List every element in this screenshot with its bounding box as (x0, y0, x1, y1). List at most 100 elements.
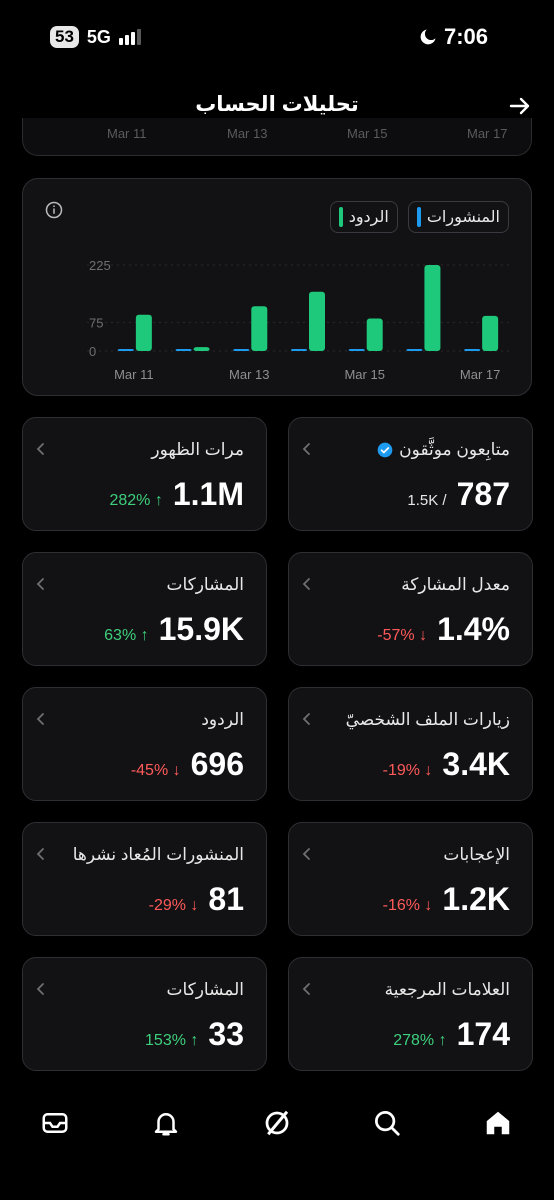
metric-label: المشاركات (166, 575, 244, 594)
status-left: 53 5G (50, 26, 141, 48)
metric-tile[interactable]: الردود -45% ↓ 696 (22, 687, 267, 801)
chevron-left-icon (302, 578, 310, 590)
posts-bar (233, 349, 250, 351)
metric-value-row: -57% ↓ 1.4% (377, 611, 510, 648)
metric-tile[interactable]: العلامات المرجعية 278% ↑ 174 (288, 957, 533, 1071)
metric-label-row: معدل المشاركة (401, 575, 510, 595)
metric-tile[interactable]: معدل المشاركة -57% ↓ 1.4% (288, 552, 533, 666)
status-right: 7:06 (418, 24, 488, 50)
metric-value-row: -45% ↓ 696 (131, 746, 244, 783)
legend-replies[interactable]: الردود (329, 201, 398, 233)
metric-label: معدل المشاركة (401, 575, 510, 594)
metric-label-row: المشاركات (166, 980, 244, 1000)
metric-value-row: 63% ↑ 15.9K (104, 611, 244, 648)
metric-label-row: العلامات المرجعية (385, 980, 510, 1000)
metric-change: -57% ↓ (377, 627, 428, 644)
chevron-left-icon (302, 443, 310, 455)
chevron-left-icon (36, 983, 44, 995)
legend-posts[interactable]: المنشورات (407, 201, 509, 233)
legend-swatch (416, 207, 421, 227)
metric-label: الردود (201, 710, 244, 729)
metric-value-row: -16% ↓ 1.2K (383, 881, 510, 918)
posts-bar (348, 349, 365, 351)
metric-value: 3.4K (442, 746, 510, 782)
metric-value: 1.1M (172, 476, 244, 512)
metric-label: متابِعون موثَّقون (399, 440, 510, 459)
metric-tile[interactable]: المشاركات 153% ↑ 33 (22, 957, 267, 1071)
bar-chart: 0 75 225 Mar 11 Mar 13 Mar 15 Mar 17 (87, 258, 509, 382)
metric-label: زيارات الملف الشخصيّ (345, 710, 510, 729)
legend-swatch (338, 207, 343, 227)
metric-label-row: زيارات الملف الشخصيّ (346, 710, 510, 730)
grok-icon[interactable] (262, 1108, 292, 1138)
metric-label-row: متابِعون موثَّقون (377, 440, 510, 460)
battery-indicator: 53 (50, 26, 79, 48)
metric-change: 63% ↑ (104, 627, 149, 644)
metric-value: 15.9K (158, 611, 244, 647)
replies-bar (251, 306, 268, 351)
metric-value: 33 (208, 1016, 244, 1052)
posts-replies-chart-card: الردود المنشورات 0 75 225 Mar 11 Mar 13 Mar 1… (22, 178, 532, 396)
metric-value-row: 278% ↑ 174 (393, 1016, 510, 1053)
x-tick-label: Mar 17 (460, 367, 500, 382)
metric-value: 696 (190, 746, 244, 782)
posts-bar (406, 349, 423, 351)
chevron-left-icon (36, 713, 44, 725)
home-icon[interactable] (483, 1108, 513, 1138)
metric-label: المشاركات (166, 980, 244, 999)
x-tick-label: Mar 15 (344, 367, 384, 382)
messages-icon[interactable] (40, 1108, 70, 1138)
metric-value: 174 (456, 1016, 510, 1052)
replies-bar (482, 315, 499, 351)
chevron-left-icon (302, 983, 310, 995)
metric-label-row: المنشورات المُعاد نشرها (73, 845, 244, 865)
signal-icon (118, 29, 141, 45)
info-icon[interactable] (45, 201, 63, 219)
metric-value-row: -19% ↓ 3.4K (383, 746, 510, 783)
metric-subvalue: 1.5K / (407, 492, 447, 509)
search-icon[interactable] (372, 1108, 402, 1138)
metric-change: -16% ↓ (382, 897, 433, 914)
metric-value-row: 282% ↑ 1.1M (109, 476, 244, 513)
network-type: 5G (86, 26, 111, 47)
y-tick-label: 225 (89, 258, 111, 273)
prev-x-label: Mar 15 (347, 126, 388, 141)
page-title: تحليلات الحساب (195, 93, 359, 116)
metric-change: -29% ↓ (148, 897, 199, 914)
metric-label-row: المشاركات (166, 575, 244, 595)
moon-icon (420, 29, 436, 45)
metric-label: مرات الظهور (151, 440, 244, 459)
metric-value: 1.2K (442, 881, 510, 917)
metric-value-row: -29% ↓ 81 (149, 881, 244, 918)
metric-value: 1.4% (437, 611, 510, 647)
chevron-left-icon (36, 443, 44, 455)
posts-bar (117, 349, 134, 351)
x-tick-label: Mar 13 (229, 367, 269, 382)
posts-bar (291, 349, 307, 351)
x-tick-label: Mar 11 (114, 367, 154, 382)
replies-bar (366, 318, 383, 351)
posts-bar (175, 349, 192, 351)
notifications-icon[interactable] (151, 1108, 181, 1138)
metric-change: 153% ↑ (145, 1032, 199, 1049)
chevron-left-icon (36, 578, 44, 590)
metric-label-row: الإعجابات (443, 845, 510, 865)
replies-bar (135, 314, 152, 351)
metric-tile[interactable]: المنشورات المُعاد نشرها -29% ↓ 81 (22, 822, 267, 936)
metric-tile[interactable]: مرات الظهور 282% ↑ 1.1M (22, 417, 267, 531)
page-header: تحليلات الحساب (0, 80, 554, 130)
metric-value-row: 1.5K / 787 (407, 476, 510, 513)
metric-change: -19% ↓ (382, 762, 433, 779)
prev-x-label: Mar 11 (107, 126, 147, 141)
metric-tile[interactable]: الإعجابات -16% ↓ 1.2K (288, 822, 533, 936)
metric-tile[interactable]: زيارات الملف الشخصيّ -19% ↓ 3.4K (288, 687, 533, 801)
replies-bar (193, 347, 210, 351)
metric-value-row: 153% ↑ 33 (145, 1016, 244, 1053)
metric-tile[interactable]: المشاركات 63% ↑ 15.9K (22, 552, 267, 666)
back-arrow-icon[interactable] (508, 94, 532, 118)
status-bar: 53 5G 7:06 (0, 0, 554, 78)
metric-tile[interactable]: متابِعون موثَّقون 1.5K / 787 (288, 417, 533, 531)
chart-legend: الردود المنشورات (329, 201, 509, 233)
verified-badge-icon (377, 442, 393, 458)
replies-bar (424, 265, 441, 351)
